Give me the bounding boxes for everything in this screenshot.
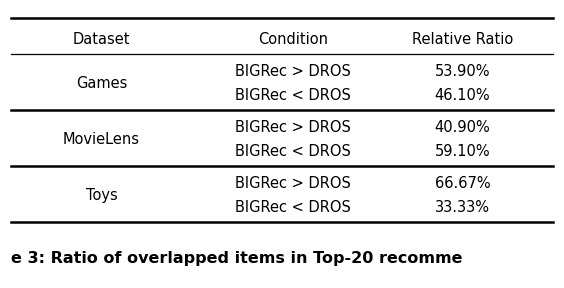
Text: 66.67%: 66.67%	[435, 177, 490, 192]
Text: BIGRec < DROS: BIGRec < DROS	[235, 143, 351, 158]
Text: Dataset: Dataset	[73, 33, 130, 48]
Text: Relative Ratio: Relative Ratio	[412, 33, 513, 48]
Text: 40.90%: 40.90%	[435, 120, 490, 135]
Text: BIGRec > DROS: BIGRec > DROS	[235, 65, 351, 79]
Text: 53.90%: 53.90%	[435, 65, 490, 79]
Text: 33.33%: 33.33%	[435, 200, 490, 215]
Text: Toys: Toys	[86, 188, 117, 203]
Text: Condition: Condition	[258, 33, 328, 48]
Text: 59.10%: 59.10%	[435, 143, 490, 158]
Text: MovieLens: MovieLens	[63, 132, 140, 147]
Text: BIGRec < DROS: BIGRec < DROS	[235, 200, 351, 215]
Text: Games: Games	[76, 76, 127, 91]
Text: BIGRec < DROS: BIGRec < DROS	[235, 88, 351, 103]
Text: BIGRec > DROS: BIGRec > DROS	[235, 177, 351, 192]
Text: BIGRec > DROS: BIGRec > DROS	[235, 120, 351, 135]
Text: e 3: Ratio of overlapped items in Top-20 recomme: e 3: Ratio of overlapped items in Top-20…	[11, 251, 463, 266]
Text: 46.10%: 46.10%	[435, 88, 490, 103]
